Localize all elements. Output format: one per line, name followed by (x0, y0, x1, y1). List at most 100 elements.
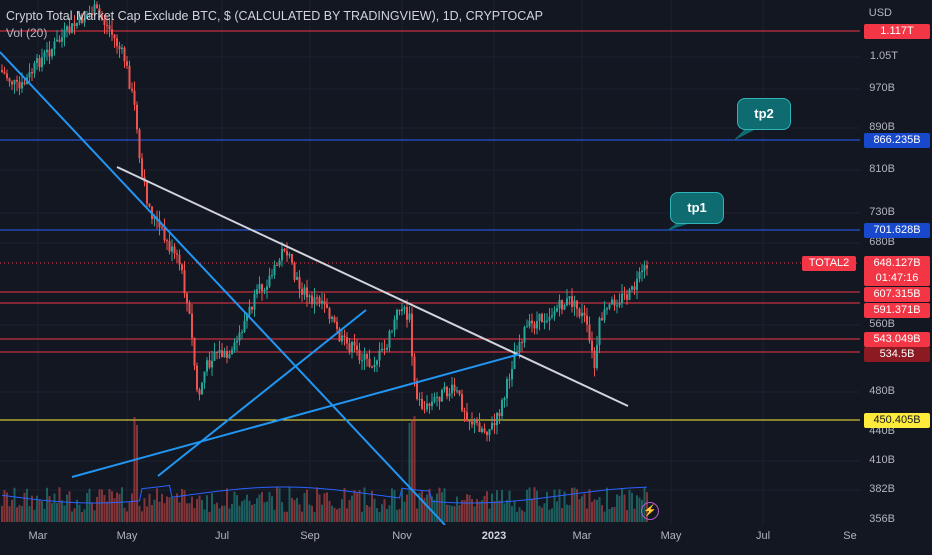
volume-bar (23, 492, 26, 522)
candle-body (476, 419, 478, 423)
volume-bar (491, 493, 493, 522)
volume-bar (601, 505, 603, 522)
price-tick: 680B (869, 236, 895, 248)
volume-bar (373, 498, 376, 522)
time-tick: Sep (300, 530, 320, 542)
candle-body (233, 342, 236, 350)
price-label-r2[interactable]: 591.371B (864, 303, 930, 318)
price-label-tp1[interactable]: 701.628B (864, 223, 930, 238)
volume-bar (453, 506, 456, 522)
price-label-r1[interactable]: 607.315B (864, 287, 930, 302)
price-label-s1[interactable]: 543.049B (864, 332, 930, 347)
candle-body (598, 318, 601, 345)
volume-bar (543, 503, 546, 522)
volume-bar (251, 504, 253, 522)
candle-body (33, 63, 36, 74)
candle-body (631, 286, 633, 290)
volume-bar (473, 506, 476, 522)
lightning-icon[interactable]: ⚡ (641, 502, 659, 520)
volume-bar (308, 504, 311, 522)
price-tick: 410B (869, 454, 895, 466)
candle-body (61, 37, 63, 42)
trendline-ascending-blue-short[interactable] (157, 309, 367, 477)
current-price-label[interactable]: 648.127B 01:47:16 (864, 256, 930, 286)
candle-body (488, 429, 491, 436)
candle-body (378, 350, 381, 361)
volume-bar (108, 489, 111, 522)
volume-bar (378, 511, 381, 522)
price-tick: 730B (869, 206, 895, 218)
volume-bar (156, 488, 158, 522)
candle-body (276, 264, 278, 266)
candle-body (198, 389, 201, 395)
volume-bar (186, 503, 188, 522)
volume-ma-line (1, 484, 648, 504)
volume-bar (43, 508, 46, 522)
candle-body (406, 307, 408, 320)
callout-tp1[interactable]: tp1 (670, 192, 724, 224)
volume-bar (468, 495, 471, 522)
volume-bar (136, 424, 138, 522)
volume-bar (176, 493, 178, 522)
candle-body (543, 320, 546, 323)
volume-bar (93, 510, 96, 522)
volume-bar (268, 492, 271, 522)
callout-tp2[interactable]: tp2 (737, 98, 791, 130)
volume-bar (446, 504, 448, 522)
trendline-descending-blue[interactable] (0, 51, 446, 526)
price-label-s2[interactable]: 534.5B (864, 347, 930, 362)
candle-body (283, 248, 286, 252)
volume-bar (81, 511, 83, 522)
volume-bar (498, 500, 501, 522)
price-label-top[interactable]: 1.117T (864, 24, 930, 39)
volume-bar (41, 501, 43, 522)
volume-bar (471, 498, 473, 522)
candle-body (291, 254, 293, 263)
volume-bar (633, 508, 636, 522)
candle-body (73, 23, 76, 27)
trendline-ascending-blue-long[interactable] (71, 353, 521, 478)
candle-body (588, 324, 591, 341)
candle-body (16, 79, 18, 82)
volume-bar (238, 505, 241, 522)
candle-body (376, 360, 378, 365)
volume-bar (576, 489, 578, 522)
candle-body (638, 272, 641, 279)
candle-body (601, 318, 603, 321)
candle-body (351, 341, 353, 353)
volume-indicator-label[interactable]: Vol (20) (6, 26, 48, 40)
volume-bar (226, 488, 228, 522)
candle-body (236, 340, 238, 343)
volume-bar (28, 506, 31, 522)
candle-body (641, 270, 643, 273)
candle-body (553, 311, 556, 316)
candle-body (556, 308, 558, 312)
volume-bar (21, 506, 23, 522)
volume-bar (106, 501, 108, 522)
candle-body (11, 81, 13, 85)
price-label-tp2[interactable]: 866.235B (864, 133, 930, 148)
volume-bar (531, 498, 533, 522)
candle-body (63, 30, 66, 38)
price-label-support[interactable]: 450.405B (864, 413, 930, 428)
candle-body (558, 300, 561, 309)
volume-bar (356, 493, 358, 522)
volume-bar (298, 504, 301, 522)
candle-body (186, 293, 188, 303)
volume-bar (348, 499, 351, 522)
price-tick: 890B (869, 121, 895, 133)
volume-bar (391, 488, 393, 522)
volume-bar (403, 501, 406, 522)
trendline-descending-white[interactable] (116, 166, 629, 407)
time-tick: Mar (28, 530, 48, 542)
candle-body (571, 296, 573, 307)
symbol-tag[interactable]: TOTAL2 (802, 256, 856, 271)
volume-bar (183, 490, 186, 522)
volume-bar (476, 499, 478, 522)
time-axis[interactable] (0, 525, 932, 550)
candle-body (103, 19, 106, 25)
candle-body (348, 343, 351, 353)
candle-body (3, 71, 6, 74)
